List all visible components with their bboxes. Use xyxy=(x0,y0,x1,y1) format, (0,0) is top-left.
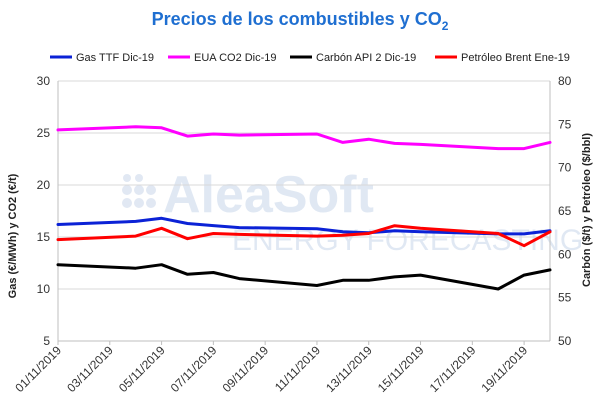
x-tick-label: 11/11/2019 xyxy=(272,343,323,394)
legend-label: EUA CO2 Dic-19 xyxy=(194,52,277,64)
legend-label: Carbón API 2 Dic-19 xyxy=(316,52,416,64)
x-tick-label: 07/11/2019 xyxy=(168,343,220,395)
y-right-tick-label: 70 xyxy=(558,161,572,175)
x-axis-ticks: 01/11/2019 03/11/2019 05/11/2019 07/11/2019… xyxy=(12,341,530,395)
y-left-tick-label: 15 xyxy=(37,230,51,244)
y-right-tick-label: 55 xyxy=(558,291,572,305)
x-tick-label: 15/11/2019 xyxy=(375,343,427,395)
watermark: AleaSoft ENERGY FORECASTING xyxy=(122,166,583,257)
y-left-tick-label: 5 xyxy=(43,334,50,348)
chart-title: Precios de los combustibles y CO2 xyxy=(152,9,449,33)
y-right-tick-label: 60 xyxy=(558,247,572,261)
watermark-dots-icon xyxy=(122,174,156,208)
legend-label: Gas TTF Dic-19 xyxy=(76,52,154,64)
legend-label: Petróleo Brent Ene-19 xyxy=(461,52,570,64)
x-tick-label: 09/11/2019 xyxy=(220,343,272,395)
x-tick-label: 05/11/2019 xyxy=(116,343,168,395)
x-tick-label: 13/11/2019 xyxy=(323,343,375,395)
y-left-tick-label: 25 xyxy=(37,126,51,140)
x-tick-label: 03/11/2019 xyxy=(64,343,116,395)
series-line-petroleo-brent-ene-19 xyxy=(56,224,552,248)
x-tick-label: 17/11/2019 xyxy=(427,343,479,395)
y-left-tick-label: 30 xyxy=(37,74,51,88)
series-line-carbon-api-2-dic-19 xyxy=(56,263,552,291)
x-tick-label: 01/11/2019 xyxy=(12,343,64,395)
axes xyxy=(57,81,551,342)
y-right-tick-label: 80 xyxy=(558,74,572,88)
x-tick-label: 19/11/2019 xyxy=(478,343,530,395)
y-axis-left-title: Gas (€/MWh) y CO2 (€/t) xyxy=(7,173,19,298)
y-left-tick-label: 10 xyxy=(37,282,51,296)
y-axis-left-ticks: 5 10 15 20 25 30 xyxy=(37,74,51,348)
y-right-tick-label: 75 xyxy=(558,117,572,131)
watermark-brand: AleaSoft xyxy=(163,166,374,224)
legend: Gas TTF Dic-19 EUA CO2 Dic-19 Carbón API 2… xyxy=(50,52,570,64)
series-line-eua-co2-dic-19 xyxy=(56,125,552,151)
y-right-tick-label: 50 xyxy=(558,334,572,348)
y-left-tick-label: 20 xyxy=(37,178,51,192)
y-axis-right-title: Carbón ($/t) y Petróleo ($/bbl) xyxy=(581,133,593,287)
series-group xyxy=(56,125,552,291)
chart-title-main: Precios de los combustibles y CO xyxy=(152,9,442,29)
y-axis-right-ticks: 50 55 60 65 70 75 80 xyxy=(558,74,572,348)
y-right-tick-label: 65 xyxy=(558,204,572,218)
grid xyxy=(58,80,550,342)
chart-title-subscript: 2 xyxy=(442,19,449,33)
